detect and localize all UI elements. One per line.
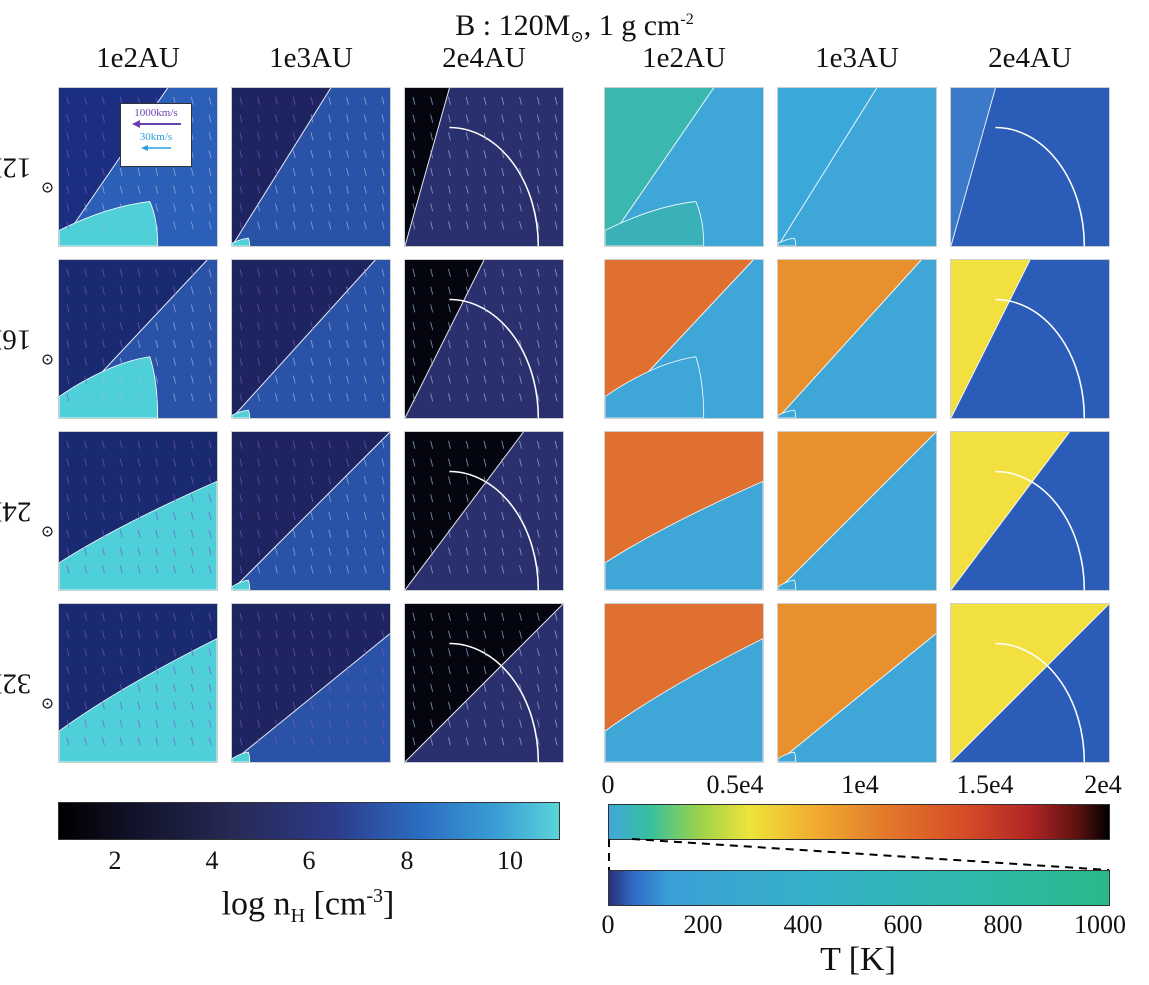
density-tick: 2 [108, 846, 122, 875]
temp-top-tick: 0 [601, 770, 615, 799]
temp-bottom-tick: 200 [683, 910, 723, 939]
row-label: 16M⊙ [0, 323, 56, 367]
temperature-colorbar-label: T [K] [820, 941, 896, 978]
density-panel [58, 603, 218, 763]
temperature-panel [950, 87, 1110, 247]
temp-top-tick: 0.5e4 [706, 770, 764, 799]
legend-slow-label: 30km/s [139, 131, 173, 143]
column-label: 2e4AU [442, 42, 526, 74]
temp-bottom-tick: 600 [883, 910, 923, 939]
colorbar-zoom-lines [608, 838, 1110, 871]
temp-top-tick: 1e4 [841, 770, 879, 799]
temp-top-tick: 1.5e4 [956, 770, 1014, 799]
temp-bottom-tick: 800 [983, 910, 1023, 939]
temp-bottom-tick: 400 [783, 910, 823, 939]
density-tick: 6 [302, 846, 316, 875]
density-panel [404, 603, 564, 763]
density-tick: 8 [400, 846, 414, 875]
temp-bottom-tick: 1000 [1074, 910, 1126, 939]
legend-slow-arrow-icon [141, 145, 171, 151]
density-tick: 10 [497, 846, 523, 875]
density-panel [231, 87, 391, 247]
temperature-panel [777, 603, 937, 763]
column-label: 1e3AU [269, 42, 353, 74]
figure-title: B : 120M⊙, 1 g cm-2 [455, 9, 694, 46]
temp-top-tick: 2e4 [1084, 770, 1122, 799]
temperature-panel [604, 603, 764, 763]
density-panel [404, 259, 564, 419]
temperature-panel [777, 431, 937, 591]
temperature-colorbar-zoom [608, 870, 1110, 906]
column-label: 2e4AU [988, 42, 1072, 74]
temperature-panel [777, 87, 937, 247]
temperature-panel [777, 259, 937, 419]
column-label: 1e2AU [96, 42, 180, 74]
density-panel [58, 259, 218, 419]
density-panel [231, 603, 391, 763]
column-label: 1e3AU [815, 42, 899, 74]
density-colorbar [58, 802, 560, 840]
temperature-colorbar-main [608, 804, 1110, 840]
density-colorbar-label: log nH [cm-3] [221, 885, 395, 928]
row-label: 12M⊙ [0, 151, 56, 195]
legend-fast-arrow-icon [132, 120, 181, 128]
row-label: 32M⊙ [0, 667, 56, 711]
row-label: 24M⊙ [0, 495, 56, 539]
temp-bottom-tick: 0 [601, 910, 615, 939]
temperature-panel [950, 259, 1110, 419]
legend-fast-label: 1000km/s [134, 107, 178, 119]
density-panel [231, 431, 391, 591]
density-tick: 4 [205, 846, 219, 875]
column-label: 1e2AU [642, 42, 726, 74]
temperature-panel [950, 431, 1110, 591]
density-panel [58, 431, 218, 591]
temperature-panel [604, 87, 764, 247]
velocity-legend: 1000km/s 30km/s [120, 103, 192, 167]
temperature-panel [604, 259, 764, 419]
temperature-panel [950, 603, 1110, 763]
temperature-panel [604, 431, 764, 591]
density-panel [404, 431, 564, 591]
density-panel [231, 259, 391, 419]
density-panel [404, 87, 564, 247]
